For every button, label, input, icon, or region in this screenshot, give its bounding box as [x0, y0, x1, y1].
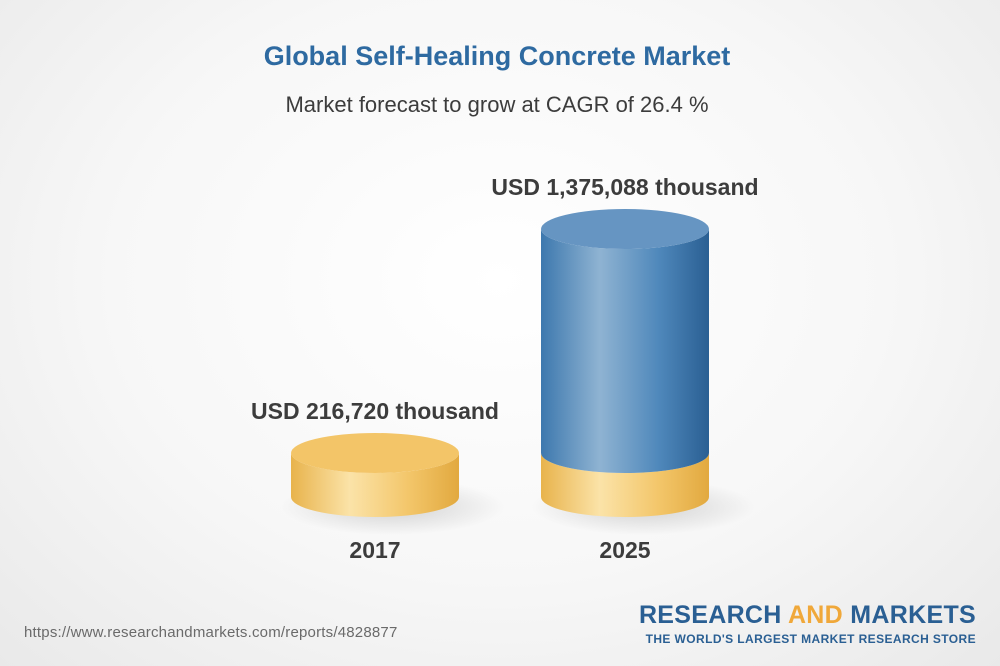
bar-2025-growth-top [541, 209, 709, 249]
chart-subtitle: Market forecast to grow at CAGR of 26.4 … [285, 92, 708, 117]
brand-word-markets: MARKETS [843, 601, 976, 629]
bar-2025-base-body [541, 453, 709, 517]
bar-2025-growth-body [541, 229, 709, 473]
brand-tagline: THE WORLD'S LARGEST MARKET RESEARCH STOR… [645, 632, 976, 646]
brand-wordmark: RESEARCH AND MARKETS [639, 600, 976, 630]
source-url[interactable]: https://www.researchandmarkets.com/repor… [24, 624, 398, 641]
value-label: USD 216,720 thousand [251, 398, 499, 424]
bar-2017-body [291, 453, 459, 517]
value-label: USD 1,375,088 thousand [491, 174, 758, 200]
brand-word-and: AND [787, 601, 844, 629]
chart-title: Global Self-Healing Concrete Market [264, 41, 731, 71]
category-label: 2017 [349, 537, 400, 563]
brand-logo: RESEARCH AND MARKETS THE WORLD'S LARGEST… [639, 600, 976, 646]
bars-group: USD 216,720 thousand 2017 USD 1,375,088 th… [251, 174, 759, 563]
bar-2017-top [291, 433, 459, 473]
brand-word-research: RESEARCH [638, 601, 788, 629]
chart: Global Self-Healing Concrete Market Mark… [251, 41, 759, 563]
category-label: 2025 [599, 537, 650, 563]
